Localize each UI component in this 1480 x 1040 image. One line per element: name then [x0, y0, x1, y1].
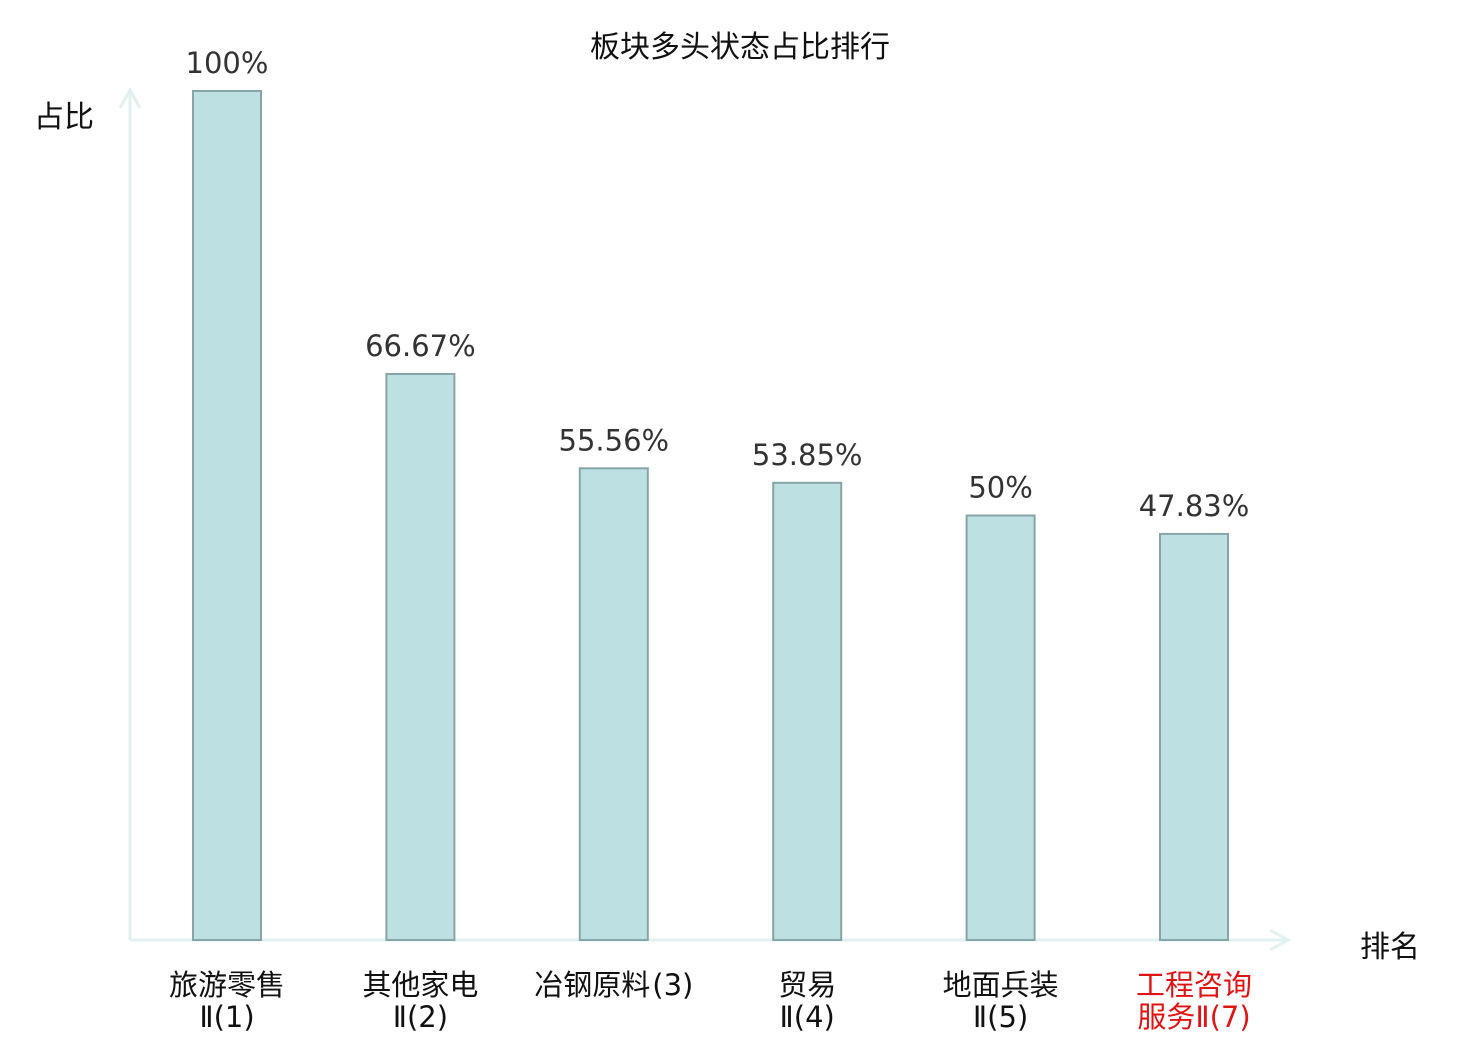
bar	[578, 467, 649, 941]
bar-value-label: 66.67%	[365, 329, 476, 363]
category-tick-label: 贸易 Ⅱ(4)	[778, 968, 836, 1034]
category-tick-label: 冶钢原料(3)	[534, 968, 693, 1002]
bar	[1159, 532, 1229, 941]
bar-value-label: 53.85%	[752, 438, 863, 472]
bar	[965, 514, 1036, 941]
y-axis-label: 占比	[34, 100, 94, 135]
x-axis-arrow-icon	[1269, 928, 1292, 952]
bar-value-label: 100%	[186, 46, 269, 80]
chart-title: 板块多头状态占比排行	[590, 30, 890, 65]
category-rank: Ⅱ(2)	[393, 1000, 448, 1034]
category-tick-label: 旅游零售 Ⅱ(1)	[169, 968, 285, 1034]
bar	[385, 372, 456, 942]
bar	[772, 481, 843, 941]
category-tick-label: 工程咨询服务Ⅱ(7)	[1136, 968, 1252, 1034]
category-rank: Ⅱ(1)	[199, 1000, 254, 1034]
category-name: 旅游零售	[169, 968, 285, 1002]
category-rank: Ⅱ(4)	[780, 1000, 835, 1034]
category-rank: 服务Ⅱ(7)	[1137, 1000, 1250, 1034]
bar-value-label: 47.83%	[1139, 489, 1250, 523]
category-name: 工程咨询	[1136, 968, 1252, 1002]
x-axis-label: 排名	[1360, 930, 1420, 965]
category-name: 冶钢原料	[534, 968, 650, 1002]
bar-value-label: 55.56%	[559, 423, 670, 457]
category-name: 地面兵装	[943, 968, 1059, 1002]
bar	[192, 90, 262, 941]
y-axis-arrow-icon	[118, 86, 142, 109]
category-name: 其他家电	[362, 968, 478, 1002]
category-tick-label: 地面兵装 Ⅱ(5)	[943, 968, 1059, 1034]
bar-value-label: 50%	[968, 471, 1032, 505]
category-name: 贸易	[778, 968, 836, 1002]
category-rank: (3)	[652, 968, 693, 1002]
category-tick-label: 其他家电 Ⅱ(2)	[362, 968, 478, 1034]
category-rank: Ⅱ(5)	[973, 1000, 1028, 1034]
